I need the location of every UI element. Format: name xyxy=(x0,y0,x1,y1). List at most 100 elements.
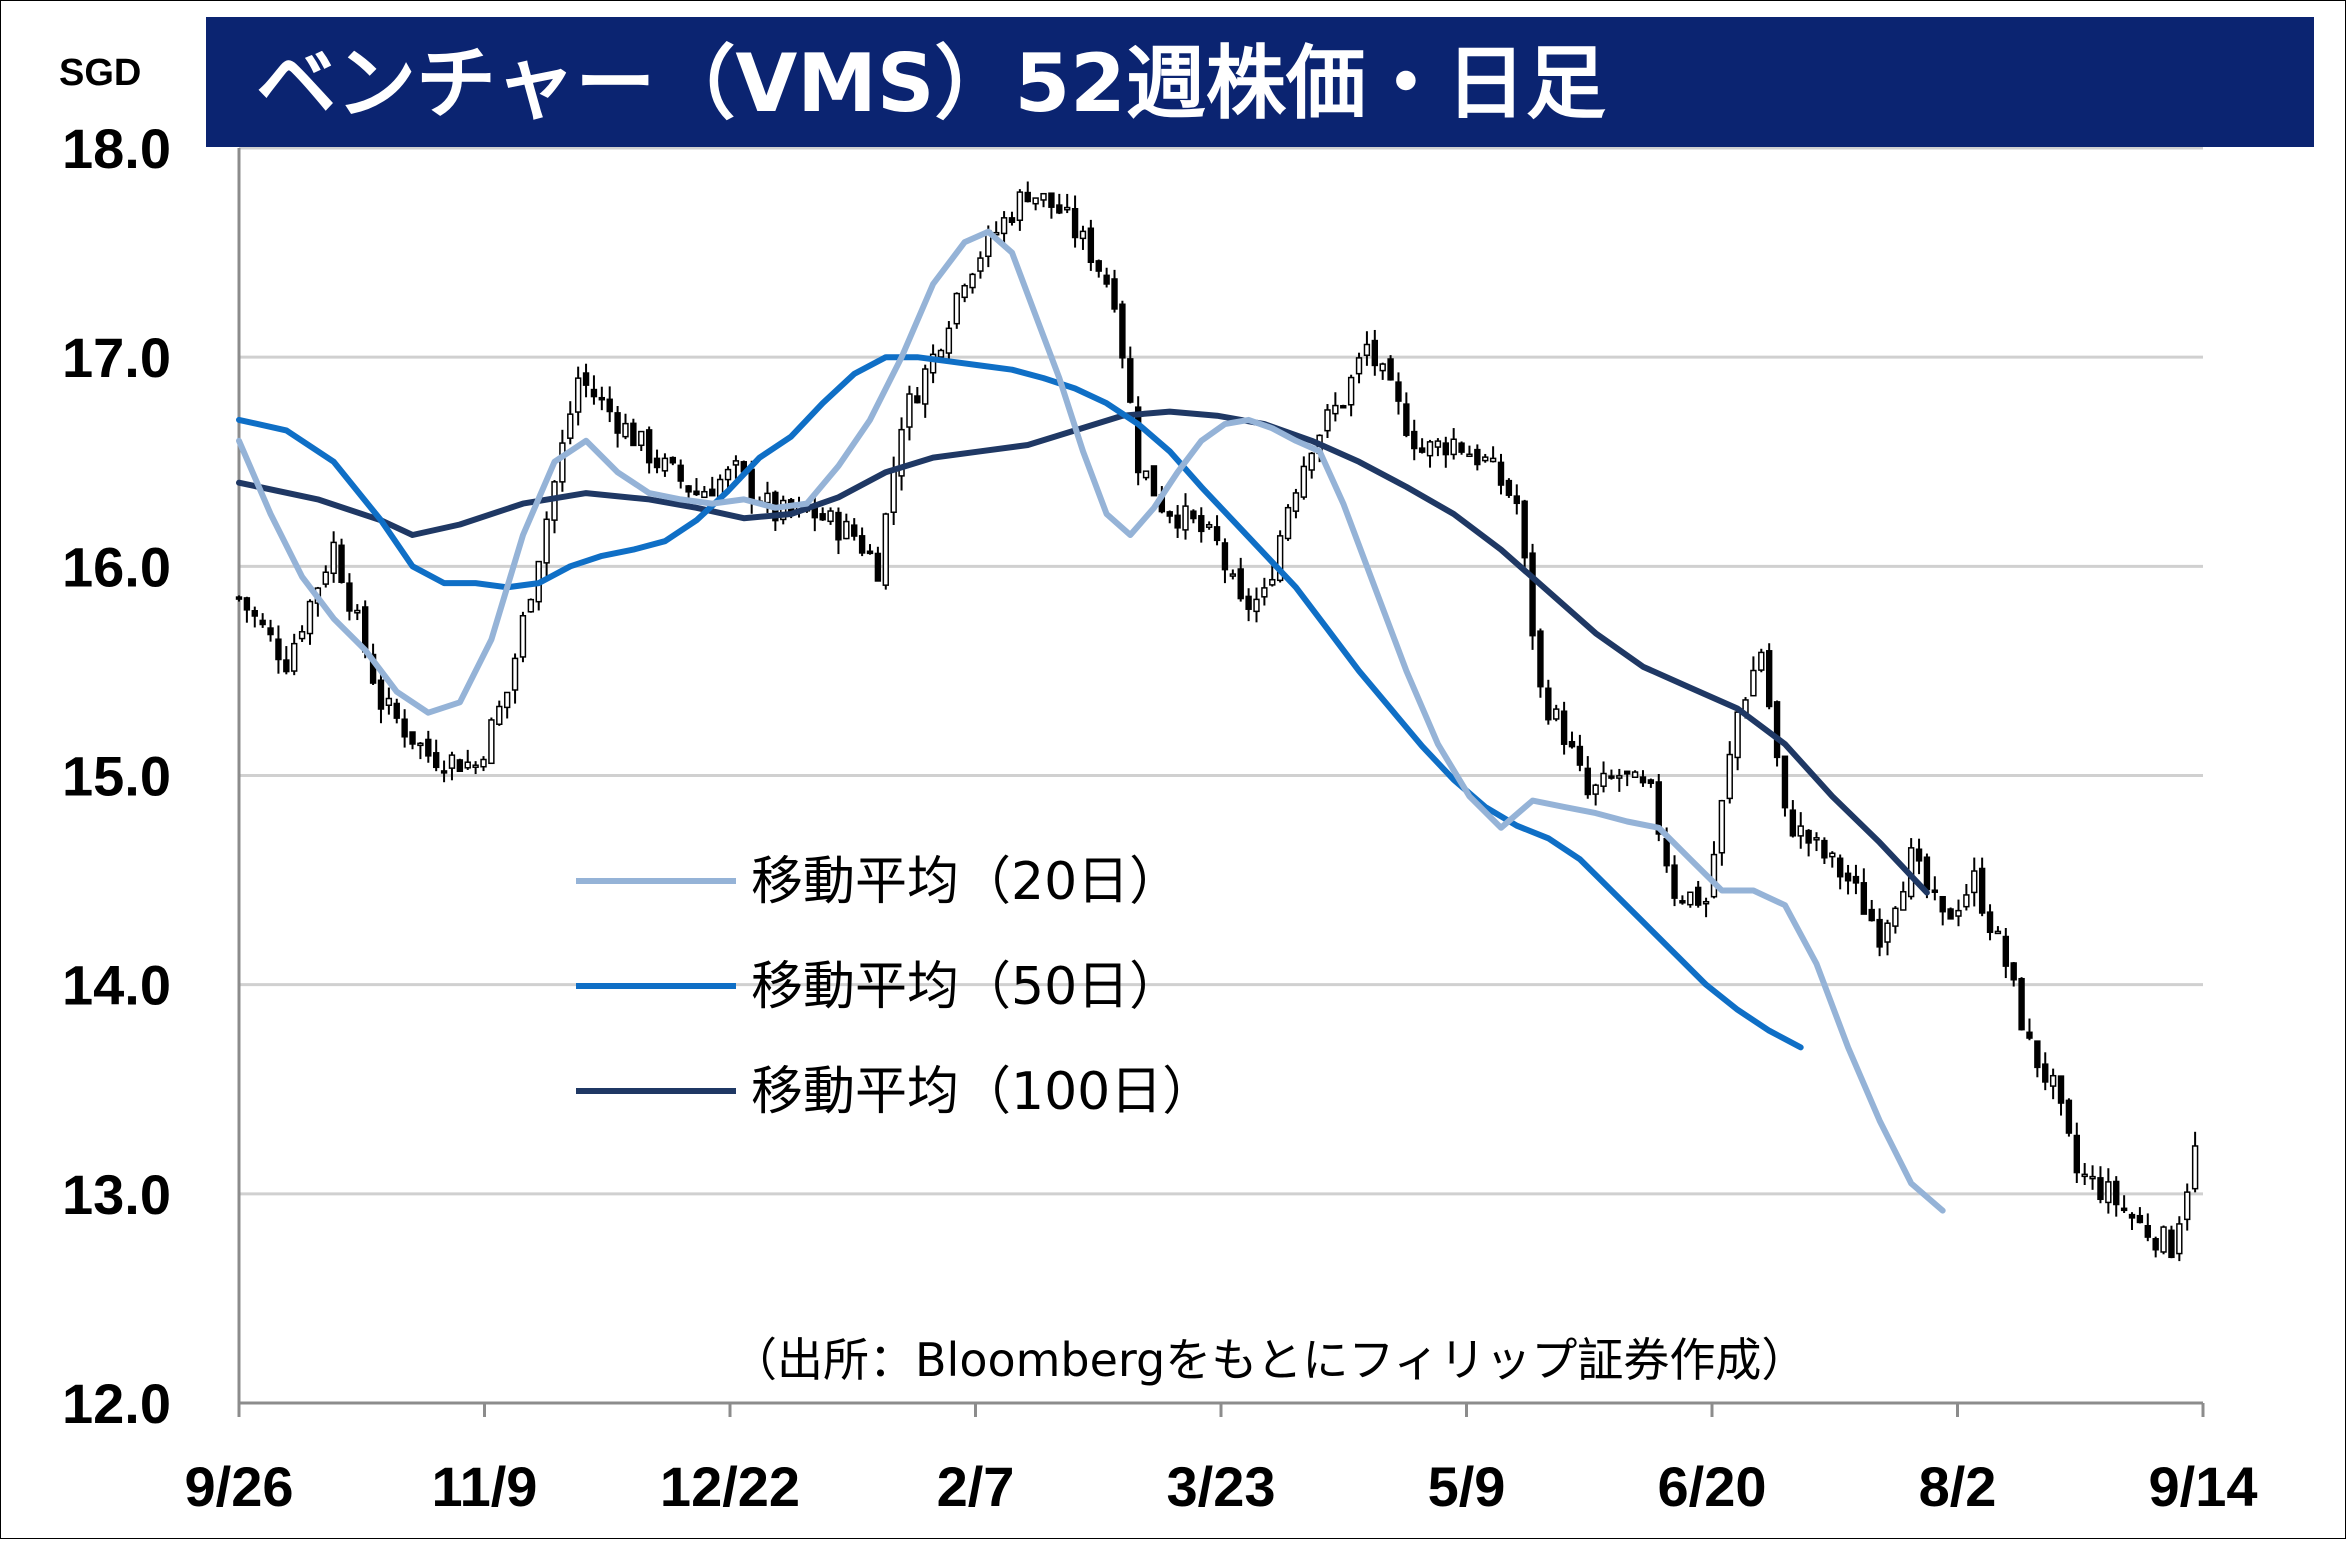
candle-body xyxy=(1221,542,1229,571)
candle-body xyxy=(1726,753,1733,800)
candle-body xyxy=(1679,900,1686,904)
candle-body xyxy=(764,492,771,504)
candle-body xyxy=(1852,875,1860,884)
candle-body xyxy=(1142,470,1150,479)
candle-body xyxy=(425,738,432,757)
candle-body xyxy=(1229,573,1237,577)
candle-body xyxy=(1915,848,1923,862)
candle-body xyxy=(1505,479,1513,496)
source-note: （出所：Bloombergをもとにフィリップ証券作成） xyxy=(731,1333,1807,1387)
candle-body xyxy=(1063,206,1071,211)
candle-body xyxy=(243,597,251,611)
candle-body xyxy=(2144,1225,2151,1238)
candle-body xyxy=(1442,442,1449,456)
candle-body xyxy=(969,273,976,289)
x-tick-label: 12/22 xyxy=(660,1455,800,1518)
candle-body xyxy=(858,535,866,554)
candle-body xyxy=(567,413,574,439)
candle-body xyxy=(1655,781,1662,835)
y-tick-label: 18.0 xyxy=(62,117,171,180)
candle-body xyxy=(448,754,456,769)
candle-body xyxy=(2010,962,2017,981)
candle-body xyxy=(1900,891,1907,911)
candle-body xyxy=(685,485,692,493)
candle-body xyxy=(1103,274,1110,285)
candle-body xyxy=(638,430,645,447)
candle-body xyxy=(1971,870,1978,894)
x-tick-label: 8/2 xyxy=(1919,1455,1997,1518)
candle-body xyxy=(1403,403,1410,436)
candle-body xyxy=(1056,204,1063,214)
candle-body xyxy=(977,257,984,272)
candle-body xyxy=(1781,755,1789,809)
candle-body xyxy=(1718,799,1726,854)
candle-body xyxy=(1663,837,1670,867)
candle-body xyxy=(1198,515,1205,533)
candle-body xyxy=(1592,784,1599,795)
candle-body xyxy=(701,490,708,499)
candle-body xyxy=(1805,829,1812,844)
candle-body xyxy=(2026,1031,2033,1039)
candle-body xyxy=(346,582,353,612)
x-axis-labels: 9/26 11/9 12/22 2/7 3/23 5/9 6/20 8/2 9/14 xyxy=(185,1455,2258,1518)
candle-body xyxy=(1513,495,1520,505)
candle-body xyxy=(709,488,716,497)
candle-body xyxy=(1418,447,1426,453)
candle-body xyxy=(527,598,535,613)
candle-body xyxy=(503,691,511,709)
candle-body xyxy=(866,550,874,555)
candle-body xyxy=(922,368,929,405)
candle-body xyxy=(2176,1223,2183,1255)
candle-body xyxy=(2089,1175,2096,1180)
candle-body xyxy=(1576,745,1584,766)
ma20-line xyxy=(236,228,1946,1214)
candle-body xyxy=(590,388,598,398)
y-tick-label: 15.0 xyxy=(62,745,171,808)
y-tick-label: 12.0 xyxy=(62,1372,171,1435)
candle-body xyxy=(890,469,897,513)
candle-body xyxy=(1497,461,1505,486)
candle-body xyxy=(1939,895,1946,913)
candle-body xyxy=(1553,708,1560,720)
candle-body xyxy=(1016,191,1024,221)
candle-body xyxy=(488,719,495,765)
candle-body xyxy=(330,541,337,575)
legend-label: 移動平均（100日） xyxy=(751,1062,1214,1122)
candle-body xyxy=(1000,217,1008,235)
candle-body xyxy=(1994,930,2002,935)
candle-body xyxy=(2049,1074,2057,1087)
candle-body xyxy=(1955,909,1962,917)
candle-body xyxy=(1324,409,1331,432)
x-tick-label: 2/7 xyxy=(937,1455,1015,1518)
candle-body xyxy=(2065,1099,2073,1134)
candle-body xyxy=(1734,711,1741,759)
candle-body xyxy=(417,742,424,747)
candle-body xyxy=(1923,856,1931,891)
candle-body xyxy=(1182,505,1189,531)
candle-body xyxy=(259,619,266,626)
candle-body xyxy=(937,349,945,358)
candle-body xyxy=(1844,872,1852,882)
candle-body xyxy=(1986,911,1994,934)
candle-body xyxy=(1474,448,1481,466)
candle-body xyxy=(1032,197,1039,205)
candle-body xyxy=(574,377,582,413)
candle-body xyxy=(2042,1063,2049,1083)
candle-body xyxy=(1308,452,1315,471)
candle-body xyxy=(906,393,913,428)
candle-body xyxy=(1892,907,1899,927)
candle-body xyxy=(1647,779,1655,784)
candle-body xyxy=(2081,1173,2088,1178)
candle-body xyxy=(1379,363,1386,372)
candle-body xyxy=(267,627,274,636)
candle-body xyxy=(1545,687,1552,721)
candle-body xyxy=(1963,894,1970,908)
candle-body xyxy=(1284,506,1292,540)
candle-body xyxy=(1166,511,1173,517)
candle-body xyxy=(1466,453,1473,458)
candle-body xyxy=(1127,358,1134,403)
candle-body xyxy=(1868,908,1875,922)
candle-body xyxy=(1300,465,1308,498)
